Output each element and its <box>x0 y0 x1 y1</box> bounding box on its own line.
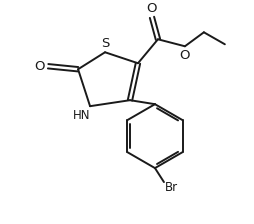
Text: HN: HN <box>73 109 91 122</box>
Text: O: O <box>147 2 157 15</box>
Text: O: O <box>180 49 190 62</box>
Text: Br: Br <box>165 181 179 194</box>
Text: O: O <box>34 60 44 73</box>
Text: S: S <box>101 37 109 50</box>
